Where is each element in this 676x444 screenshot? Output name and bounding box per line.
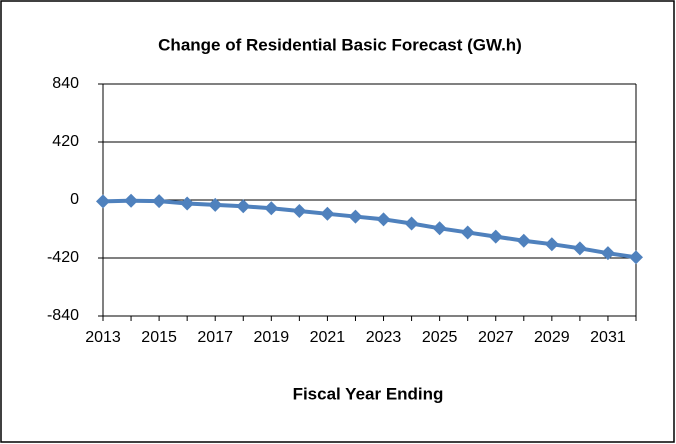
data-point	[292, 204, 307, 219]
y-tick-label: 840	[52, 75, 79, 92]
data-point	[320, 206, 335, 221]
x-tick-label: 2013	[85, 329, 121, 346]
x-tick-label: 2017	[197, 329, 233, 346]
data-point	[404, 216, 419, 231]
data-point	[460, 225, 475, 240]
data-point	[432, 221, 447, 236]
x-tick-label: 2025	[422, 329, 458, 346]
data-point	[96, 194, 110, 209]
x-tick-label: 2015	[141, 329, 177, 346]
y-tick-label: -840	[47, 307, 79, 324]
y-tick-label: 420	[52, 133, 79, 150]
x-tick-label: 2021	[310, 329, 346, 346]
data-point	[208, 197, 223, 212]
data-point	[236, 199, 251, 214]
y-tick-label: 0	[70, 191, 79, 208]
chart-title: Change of Residential Basic Forecast (GW…	[158, 35, 522, 54]
data-point	[376, 212, 391, 227]
data-point	[516, 233, 531, 248]
x-tick-label: 2029	[534, 329, 570, 346]
data-point	[629, 250, 643, 265]
x-axis-label: Fiscal Year Ending	[293, 384, 444, 403]
x-tick-label: 2031	[590, 329, 626, 346]
data-point	[264, 201, 279, 216]
x-tick-label: 2027	[478, 329, 514, 346]
data-point	[152, 194, 167, 209]
x-tick-label: 2019	[254, 329, 290, 346]
data-point	[544, 237, 559, 252]
data-point	[572, 241, 587, 256]
data-point	[180, 196, 195, 211]
data-point	[348, 209, 363, 224]
x-tick-label: 2023	[366, 329, 402, 346]
data-point	[124, 193, 139, 208]
y-tick-label: -420	[47, 249, 79, 266]
data-point	[600, 246, 615, 261]
data-point	[488, 229, 503, 244]
